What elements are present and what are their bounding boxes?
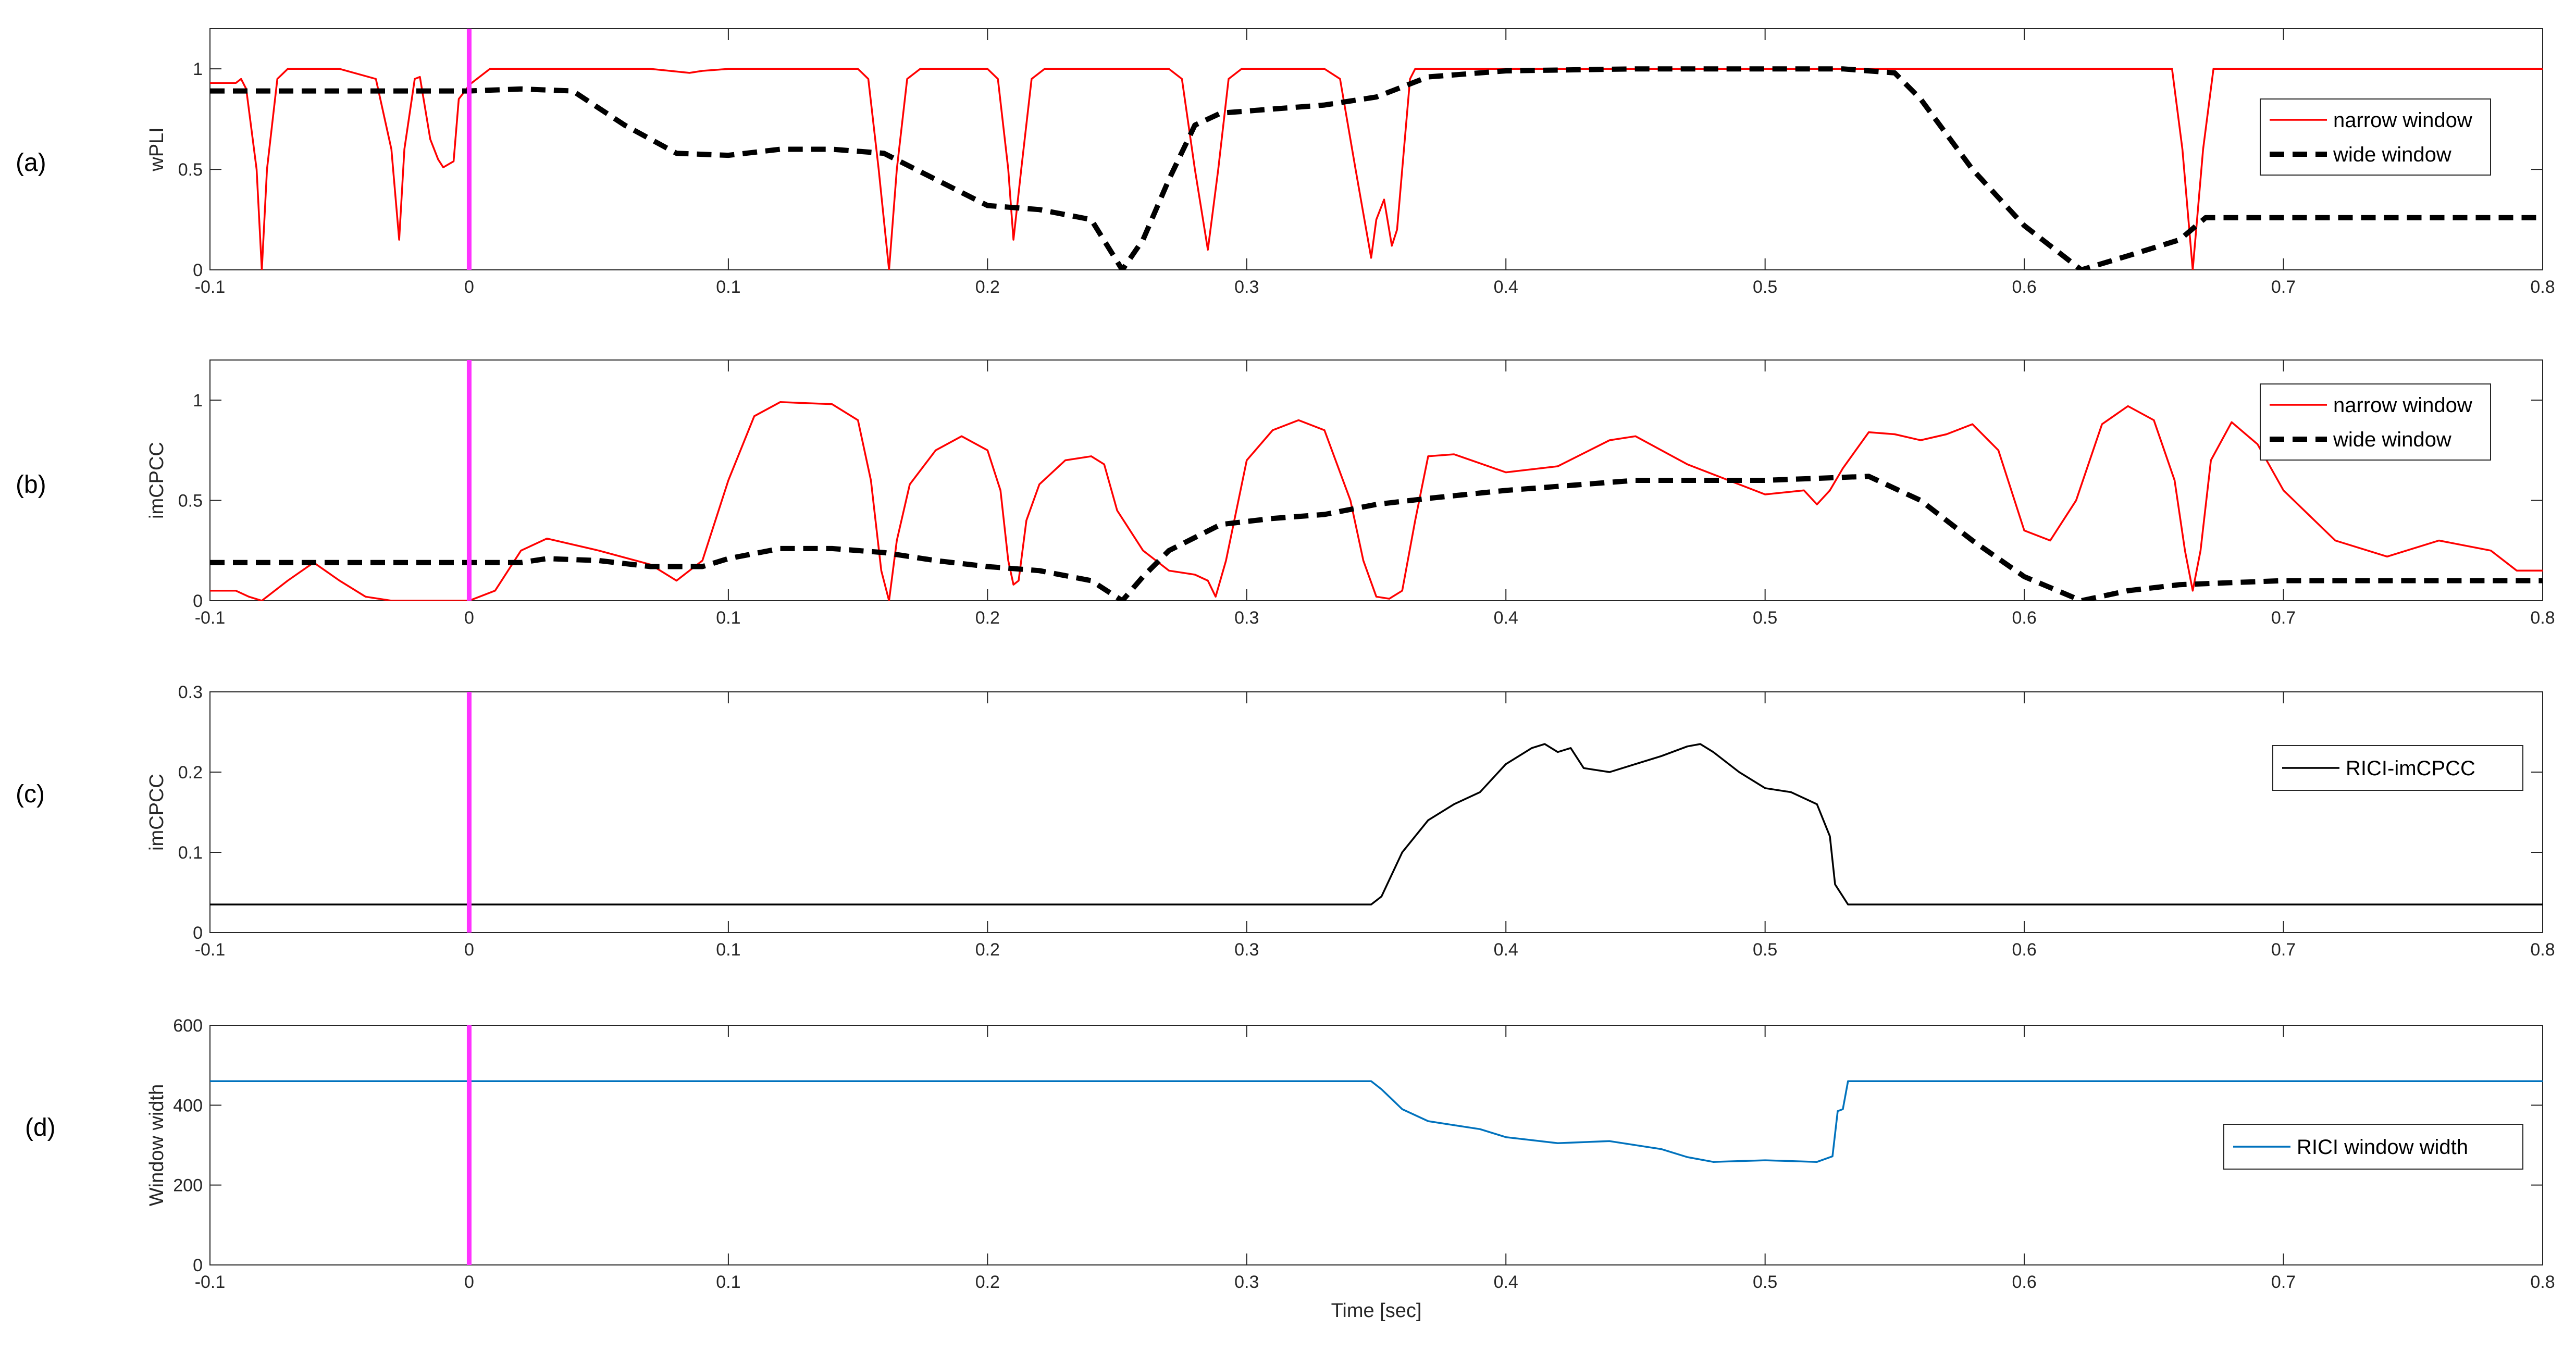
y-tick-label: 0 (193, 260, 203, 280)
series-line-narrow-window (210, 68, 2543, 270)
legend: narrow window wide window (2260, 98, 2491, 176)
x-tick-label: -0.1 (195, 608, 226, 628)
y-tick-label: 400 (173, 1096, 203, 1115)
y-tick-label: 0.5 (178, 160, 203, 180)
x-tick-label: 0.4 (1494, 608, 1518, 628)
x-tick-label: 0.7 (2271, 940, 2296, 960)
legend: narrow window wide window (2260, 383, 2491, 461)
legend: RICI-imCPCC (2272, 745, 2523, 791)
legend-entry: narrow window (2333, 394, 2472, 417)
x-tick-label: 0.8 (2530, 277, 2555, 297)
x-tick-label: -0.1 (195, 277, 226, 297)
y-tick-label: 0.5 (178, 491, 203, 511)
x-tick-label: -0.1 (195, 940, 226, 960)
x-tick-label: 0.3 (1234, 277, 1259, 297)
y-axis-label: imCPCC (146, 774, 168, 851)
y-tick-label: 600 (173, 1016, 203, 1036)
series-line-narrow-window (210, 401, 2543, 601)
panel-1: -0.1 0 0.1 0.2 0.3 0.4 0.5 0.6 0.7 0.800.51wPLI(a… (16, 28, 2555, 297)
x-tick-label: 0.8 (2530, 1272, 2555, 1292)
axes-frame (209, 691, 2543, 933)
x-tick-label: 0.7 (2271, 1272, 2296, 1292)
x-tick-label: 0.1 (716, 1272, 740, 1292)
panel-label: (c) (16, 780, 45, 808)
y-tick-label: 0 (193, 923, 203, 943)
x-tick-label: 0.8 (2530, 608, 2555, 628)
x-tick-label: 0.3 (1234, 1272, 1259, 1292)
x-tick-label: 0.1 (716, 277, 740, 297)
x-tick-label: 0.2 (975, 940, 1000, 960)
x-tick-label: 0.4 (1494, 277, 1518, 297)
y-axis-label: wPLI (146, 127, 168, 171)
x-tick-label: 0.5 (1753, 608, 1777, 628)
x-tick-label: 0.6 (2012, 1272, 2036, 1292)
x-tick-label: 0.5 (1753, 940, 1777, 960)
panel-4: -0.1 0 0.1 0.2 0.3 0.4 0.5 0.6 0.7 0.80200400600W… (25, 1016, 2555, 1322)
legend-box (2260, 98, 2491, 176)
y-axis-label: imCPCC (146, 442, 168, 519)
x-tick-label: 0.6 (2012, 940, 2036, 960)
x-tick-label: 0.1 (716, 608, 740, 628)
x-tick-label: 0 (464, 1272, 474, 1292)
x-tick-label: 0.6 (2012, 277, 2036, 297)
series-line-rici-imcpcc (210, 743, 2543, 905)
legend-entry: wide window (2333, 143, 2451, 166)
panel-2: -0.1 0 0.1 0.2 0.3 0.4 0.5 0.6 0.7 0.800.51imCPCC… (16, 359, 2555, 628)
x-tick-label: 0.1 (716, 940, 740, 960)
panel-label: (d) (25, 1114, 56, 1141)
axes-frame (209, 1025, 2543, 1265)
y-tick-label: 200 (173, 1176, 203, 1196)
x-tick-label: 0.7 (2271, 608, 2296, 628)
x-tick-label: 0.8 (2530, 940, 2555, 960)
x-tick-label: -0.1 (195, 1272, 226, 1292)
legend-entry: RICI-imCPCC (2346, 757, 2475, 780)
x-tick-label: 0.2 (975, 1272, 1000, 1292)
y-tick-label: 0.3 (178, 682, 203, 702)
legend: RICI window width (2223, 1124, 2523, 1170)
series-line-wide-window (210, 66, 2543, 270)
series-line-rici-window-width (210, 1080, 2543, 1163)
x-tick-label: 0.4 (1494, 940, 1518, 960)
x-tick-label: 0.2 (975, 277, 1000, 297)
y-tick-label: 0.2 (178, 763, 203, 783)
x-tick-label: 0 (464, 608, 474, 628)
y-tick-label: 1 (193, 59, 203, 79)
x-tick-label: 0 (464, 940, 474, 960)
legend-box (2260, 383, 2491, 461)
x-tick-label: 0.5 (1753, 1272, 1777, 1292)
y-tick-label: 0.1 (178, 843, 203, 863)
panel-3: -0.1 0 0.1 0.2 0.3 0.4 0.5 0.6 0.7 0.800.10.20.3i… (16, 682, 2555, 960)
x-axis-label: Time [sec] (1331, 1300, 1422, 1322)
x-tick-label: 0.4 (1494, 1272, 1518, 1292)
x-tick-label: 0.3 (1234, 608, 1259, 628)
y-tick-label: 1 (193, 391, 203, 411)
y-axis-label: Window width (146, 1084, 168, 1206)
x-tick-label: 0.6 (2012, 608, 2036, 628)
axes-frame (209, 359, 2543, 601)
legend-entry: wide window (2333, 428, 2451, 451)
x-tick-label: 0.2 (975, 608, 1000, 628)
x-tick-label: 0.3 (1234, 940, 1259, 960)
x-tick-label: 0 (464, 277, 474, 297)
axes-frame (209, 28, 2543, 270)
series-line-wide-window (210, 474, 2543, 601)
legend-entry: RICI window width (2297, 1136, 2468, 1159)
panel-label: (b) (16, 471, 46, 499)
x-tick-label: 0.5 (1753, 277, 1777, 297)
y-tick-label: 0 (193, 591, 203, 611)
x-tick-label: 0.7 (2271, 277, 2296, 297)
legend-entry: narrow window (2333, 109, 2472, 132)
panel-label: (a) (16, 149, 46, 177)
y-tick-label: 0 (193, 1256, 203, 1275)
